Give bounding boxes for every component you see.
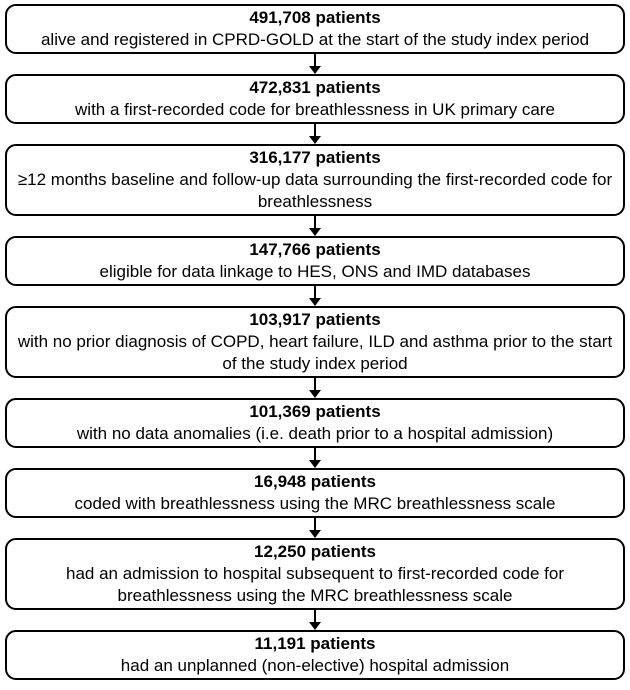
arrow-head-icon <box>309 136 321 144</box>
box-description: with no prior diagnosis of COPD, heart f… <box>17 332 613 373</box>
down-arrow <box>5 610 625 630</box>
arrow-line <box>314 286 316 298</box>
arrow-head-icon <box>309 460 321 468</box>
patient-count: 472,831 patients <box>249 78 381 97</box>
flow-box-no-data-anomalies: 101,369 patients with no data anomalies … <box>5 398 625 448</box>
arrow-head-icon <box>309 622 321 630</box>
box-description: with a first-recorded code for breathles… <box>75 100 555 119</box>
flow-box-no-prior-diagnosis: 103,917 patients with no prior diagnosis… <box>5 306 625 378</box>
box-description: had an admission to hospital subsequent … <box>65 564 564 605</box>
arrow-line <box>314 378 316 390</box>
flow-box-unplanned-admission: 11,191 patients had an unplanned (non-el… <box>5 630 625 680</box>
arrow-line <box>314 448 316 460</box>
patient-count: 147,766 patients <box>249 240 381 259</box>
down-arrow <box>5 216 625 236</box>
flow-box-data-linkage: 147,766 patients eligible for data linka… <box>5 236 625 286</box>
arrow-head-icon <box>309 298 321 306</box>
arrow-head-icon <box>309 530 321 538</box>
arrow-line <box>314 610 316 622</box>
down-arrow <box>5 286 625 306</box>
box-description: alive and registered in CPRD-GOLD at the… <box>40 30 590 49</box>
patient-count: 16,948 patients <box>254 472 376 491</box>
flow-box-mrc-coded: 16,948 patients coded with breathlessnes… <box>5 468 625 518</box>
patient-count: 11,191 patients <box>254 634 376 653</box>
arrow-line <box>314 518 316 530</box>
arrow-head-icon <box>309 228 321 236</box>
box-description: coded with breathlessness using the MRC … <box>74 494 556 513</box>
patient-count: 103,917 patients <box>249 310 381 329</box>
down-arrow <box>5 124 625 144</box>
patient-count: 12,250 patients <box>254 542 376 561</box>
flow-box-hospital-admission: 12,250 patients had an admission to hosp… <box>5 538 625 610</box>
flow-box-cprd-registered: 491,708 patients alive and registered in… <box>5 4 625 54</box>
down-arrow <box>5 518 625 538</box>
patient-count: 316,177 patients <box>249 148 381 167</box>
box-description: had an unplanned (non-elective) hospital… <box>120 656 510 675</box>
arrow-head-icon <box>309 390 321 398</box>
box-description: ≥12 months baseline and follow-up data s… <box>17 170 613 211</box>
down-arrow <box>5 54 625 74</box>
flow-box-baseline-followup: 316,177 patients ≥12 months baseline and… <box>5 144 625 216</box>
patient-count: 491,708 patients <box>249 8 381 27</box>
arrow-head-icon <box>309 66 321 74</box>
flow-box-first-recorded-code: 472,831 patients with a first-recorded c… <box>5 74 625 124</box>
patient-count: 101,369 patients <box>249 402 381 421</box>
box-description: eligible for data linkage to HES, ONS an… <box>99 262 531 281</box>
arrow-line <box>314 54 316 66</box>
arrow-line <box>314 216 316 228</box>
down-arrow <box>5 378 625 398</box>
down-arrow <box>5 448 625 468</box>
arrow-line <box>314 124 316 136</box>
box-description: with no data anomalies (i.e. death prior… <box>76 424 554 443</box>
